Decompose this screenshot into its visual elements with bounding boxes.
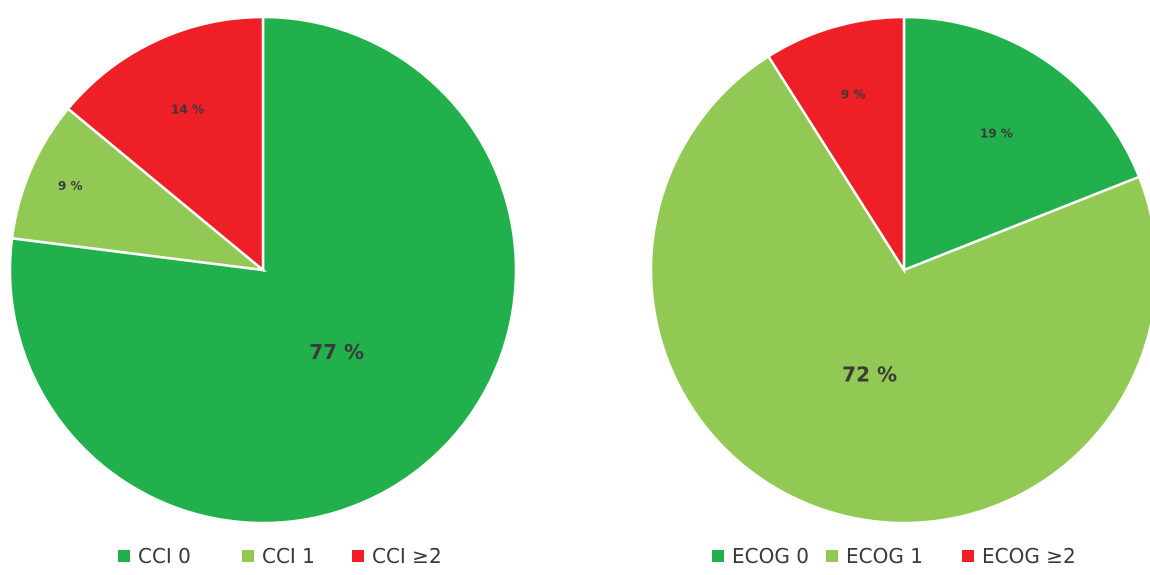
legend-swatch-cci-0 bbox=[118, 550, 130, 562]
pie-slice-ecog-gte2 bbox=[766, 15, 906, 275]
data-label-cci-gte2: 14 % bbox=[171, 102, 204, 116]
pie-slice-ecog-1 bbox=[649, 54, 1150, 525]
data-label-cci-0: 77 % bbox=[309, 340, 364, 364]
ecog-pie-chart: 19 % 72 % 9 % ECOG 0 ECOG 1 ECOG ≥2 bbox=[649, 15, 1150, 568]
legend-swatch-ecog-gte2 bbox=[962, 550, 974, 562]
legend-swatch-ecog-0 bbox=[712, 550, 724, 562]
legend-swatch-cci-1 bbox=[242, 550, 254, 562]
legend-label-cci-1: CCI 1 bbox=[262, 544, 315, 568]
pie-slice-ecog-0 bbox=[902, 15, 1141, 272]
legend-label-cci-gte2: CCI ≥2 bbox=[372, 544, 442, 568]
data-label-ecog-1: 72 % bbox=[842, 362, 897, 386]
legend-label-cci-0: CCI 0 bbox=[138, 544, 191, 568]
pie-slice-cci-gte2 bbox=[66, 15, 265, 273]
legend-label-ecog-1: ECOG 1 bbox=[846, 544, 923, 568]
legend-swatch-ecog-1 bbox=[826, 550, 838, 562]
cci-pie-chart: 77 % 9 % 14 % CCI 0 CCI 1 CCI ≥2 bbox=[8, 15, 518, 568]
legend-swatch-cci-gte2 bbox=[352, 550, 364, 562]
data-label-ecog-0: 19 % bbox=[980, 126, 1013, 140]
legend-label-ecog-gte2: ECOG ≥2 bbox=[982, 544, 1076, 568]
legend-label-ecog-0: ECOG 0 bbox=[732, 544, 809, 568]
data-label-ecog-gte2: 9 % bbox=[841, 88, 866, 102]
data-label-cci-1: 9 % bbox=[58, 179, 83, 193]
pie-slice-cci-1 bbox=[10, 106, 268, 272]
